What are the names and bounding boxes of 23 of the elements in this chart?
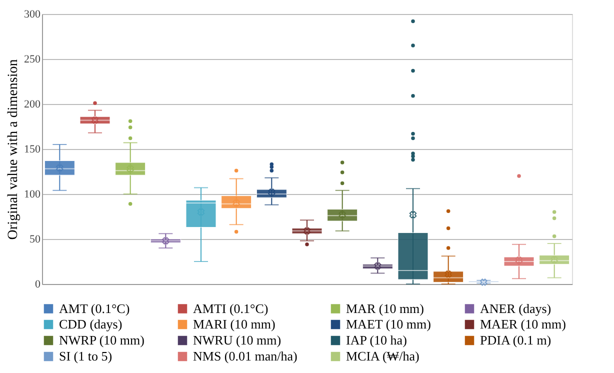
legend-label: AMTI (0.1°C) bbox=[193, 300, 268, 316]
legend-label: MAR (10 mm) bbox=[346, 300, 424, 316]
legend-label: MAET (10 mm) bbox=[346, 316, 431, 332]
legend-label: MAER (10 mm) bbox=[480, 316, 566, 332]
y-tick-label: 50 bbox=[30, 234, 41, 246]
legend-label: NMS (0.01 man/ha) bbox=[193, 348, 298, 364]
legend-label: NWRP (10 mm) bbox=[59, 332, 144, 348]
legend-label: NWRU (10 mm) bbox=[193, 332, 282, 348]
y-tick-label: 300 bbox=[24, 8, 41, 20]
legend-label: IAP (10 ha) bbox=[346, 332, 407, 348]
legend-label: SI (1 to 5) bbox=[59, 348, 112, 364]
legend-label: CDD (days) bbox=[59, 316, 122, 332]
legend-label: PDIA (0.1 m) bbox=[480, 332, 552, 348]
legend-label: AMT (0.1°C) bbox=[59, 300, 130, 316]
y-tick-label: 200 bbox=[24, 98, 41, 110]
y-axis-title: Original value with a dimension bbox=[6, 59, 21, 240]
y-tick-label: 100 bbox=[24, 188, 41, 200]
legend-label: MARI (10 mm) bbox=[193, 316, 276, 332]
legend-label: MCIA (₩/ha) bbox=[346, 348, 420, 364]
y-tick-label: 250 bbox=[24, 54, 41, 66]
y-tick-label: 0 bbox=[35, 278, 41, 290]
legend-label: ANER (days) bbox=[480, 300, 552, 316]
y-tick-label: 150 bbox=[24, 144, 41, 156]
